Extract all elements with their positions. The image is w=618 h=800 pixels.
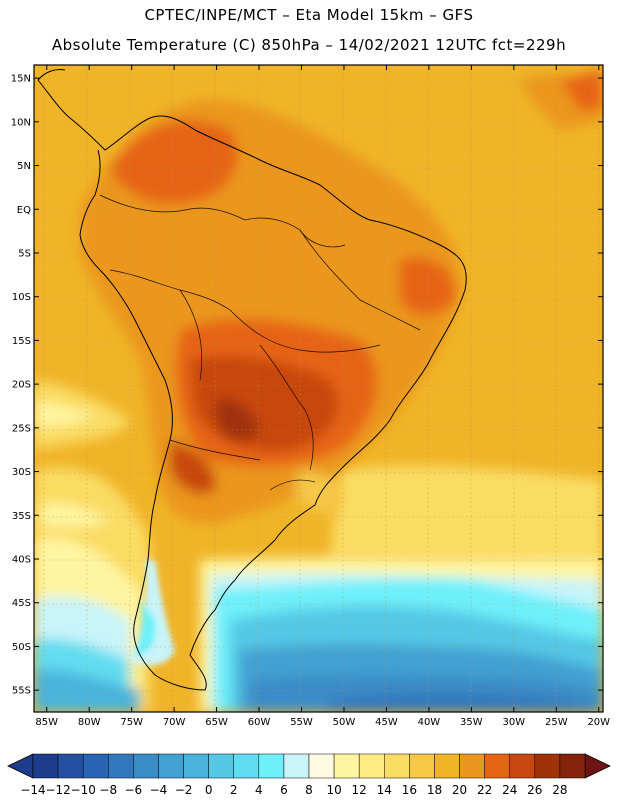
colorbar-label: 0 [205,783,213,797]
lon-tick-label: 40W [418,717,441,728]
colorbar-cell [459,753,485,779]
colorbar-label: −14 [20,783,45,797]
colorbar-cell [283,753,310,779]
lat-tick-label: 15N [11,74,31,85]
lat-tick-label: 40S [12,554,31,565]
lon-tick-label: 75W [120,717,143,728]
colorbar-label: 18 [427,783,442,797]
colorbar-label: 4 [255,783,263,797]
lon-tick-label: 45W [375,717,398,728]
lat-tick-label: 45S [12,598,31,609]
temperature-field [34,65,603,712]
colorbar-label: 10 [326,783,341,797]
lon-tick-label: 55W [290,717,313,728]
colorbar-label: 8 [305,783,313,797]
lat-tick-label: 5N [17,161,31,172]
colorbar-label: 20 [452,783,467,797]
colorbar-cell [384,753,410,779]
lon-tick-label: 25W [545,717,568,728]
colorbar-label: −12 [45,783,70,797]
colorbar-cell [208,753,234,779]
lat-tick-label: 10N [11,117,31,128]
colorbar-cell [559,753,586,779]
lon-tick-label: 60W [248,717,271,728]
lat-tick-label: 30S [12,467,31,478]
lon-tick-label: 65W [205,717,228,728]
colorbar-cell [534,753,561,779]
lon-tick-label: 20W [587,717,610,728]
lat-tick-label: 10S [12,292,31,303]
lat-tick-label: 50S [12,642,31,653]
colorbar-label: 6 [280,783,288,797]
lon-tick-label: 85W [35,717,58,728]
lat-tick-label: 15S [12,336,31,347]
lat-tick-label: 35S [12,511,31,522]
lat-tick-label: EQ [17,205,31,216]
colorbar-cell [57,753,84,779]
lat-tick-label: 20S [12,380,31,391]
colorbar-cell [82,753,109,779]
title-line-1: CPTEC/INPE/MCT – Eta Model 15km – GFS [144,6,474,24]
colorbar-low-arrow [7,753,34,779]
colorbar-cell [509,753,536,779]
longitude-axis: 85W 80W 75W 70W 65W 60W 55W 50W 45W 40W 35W 30W 25W 2… [35,65,610,728]
colorbar: −14 −12 −10 −8 −6 −4 −2 0 2 4 6 8 10 12 14 16 18 20 22 24 26… [7,753,611,797]
latitude-axis: 15N 10N 5N EQ 5S 10S 15S 20S 25S 30S 35S 40S 45S 50S 5… [11,74,603,697]
colorbar-cell [358,753,385,779]
colorbar-label: −4 [150,783,168,797]
colorbar-cell [258,753,285,779]
colorbar-cell [484,753,510,779]
country-borders [99,194,421,491]
colorbar-label: −10 [71,783,96,797]
colorbar-label: −8 [99,783,117,797]
colorbar-cell [108,753,134,779]
colorbar-cell [233,753,260,779]
map-frame [33,64,604,713]
colorbar-cell [158,753,184,779]
lon-tick-label: 35W [460,717,483,728]
colorbar-label: −6 [125,783,143,797]
colorbar-label: 12 [352,783,367,797]
colorbar-cell [333,753,360,779]
title-line-2: Absolute Temperature (C) 850hPa – 14/02/… [51,36,567,54]
coastline [37,69,467,691]
colorbar-label: 22 [477,783,492,797]
colorbar-cell [183,753,209,779]
lat-tick-label: 25S [12,423,31,434]
colorbar-label: 14 [377,783,392,797]
graticule [34,65,603,712]
colorbar-label: 2 [230,783,238,797]
colorbar-cell [308,753,335,779]
colorbar-label: 26 [527,783,542,797]
colorbar-cell [434,753,460,779]
lon-tick-label: 80W [78,717,101,728]
colorbar-cell [133,753,159,779]
lon-tick-label: 50W [333,717,356,728]
colorbar-high-arrow [584,753,611,779]
colorbar-label: 24 [502,783,517,797]
lat-tick-label: 55S [12,686,31,697]
lon-tick-label: 70W [163,717,186,728]
colorbar-label: −2 [175,783,193,797]
lon-tick-label: 30W [503,717,526,728]
colorbar-label: 16 [402,783,417,797]
colorbar-cell [409,753,435,779]
colorbar-label: 28 [552,783,567,797]
colorbar-cell [32,753,59,779]
lat-tick-label: 5S [18,248,31,259]
